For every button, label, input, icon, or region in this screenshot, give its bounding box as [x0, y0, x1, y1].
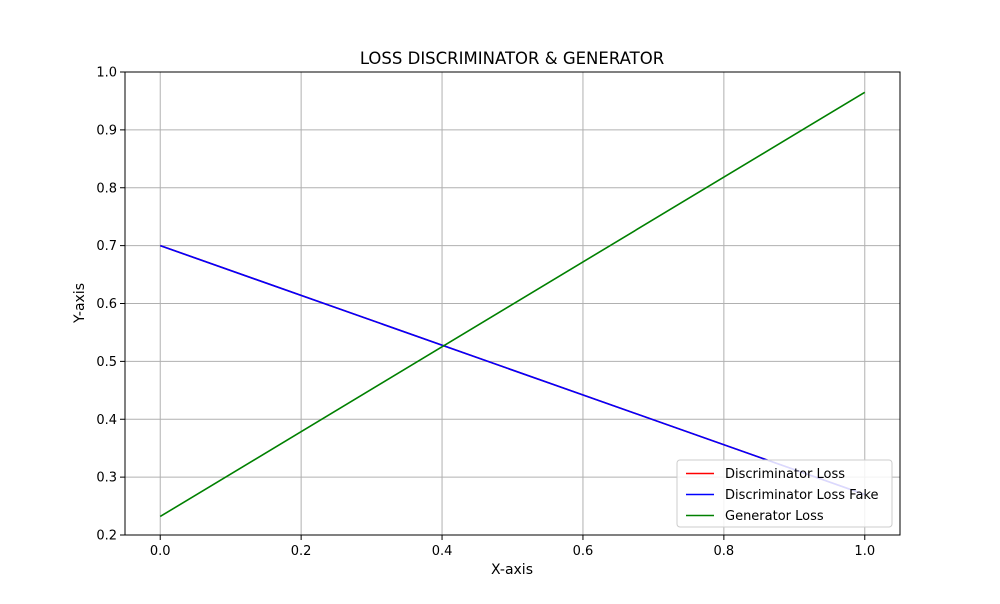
series-line-discriminator-loss-fake	[159, 244, 866, 496]
series-line-generator-loss	[159, 91, 866, 518]
x-axis-label: X-axis	[491, 562, 533, 578]
chart-title: LOSS DISCRIMINATOR & GENERATOR	[360, 49, 664, 68]
y-axis-label: Y-axis	[72, 283, 88, 324]
y-tick-label: 0.2	[96, 529, 117, 544]
legend: Discriminator Loss Discriminator Loss Fak…	[676, 459, 893, 528]
x-tick-label: 1.0	[854, 544, 875, 559]
y-tick-label: 0.9	[96, 123, 117, 138]
legend-label: Generator Loss	[725, 509, 824, 524]
x-tick-label: 0.6	[573, 544, 594, 559]
y-tick-label: 0.5	[96, 355, 117, 370]
y-tick-label: 0.8	[96, 181, 117, 196]
grid	[125, 71, 900, 536]
y-tick-label: 0.7	[96, 239, 117, 254]
legend-label: Discriminator Loss	[725, 467, 845, 482]
x-tick-label: 0.4	[432, 544, 453, 559]
x-tick-label: 0.8	[714, 544, 735, 559]
y-tick-label: 0.4	[96, 413, 117, 428]
y-tick-label: 1.0	[96, 66, 117, 81]
y-tick-label: 0.3	[96, 471, 117, 486]
axis-ticks: 0.0 0.2 0.4 0.6 0.8 1.0 0.2 0.3 0.4 0.5 0.6 0.7 0.8 0…	[96, 66, 875, 560]
x-tick-label: 0.0	[150, 544, 171, 559]
y-tick-label: 0.6	[96, 297, 117, 312]
series-lines	[159, 91, 866, 518]
legend-label: Discriminator Loss Fake	[725, 488, 878, 503]
legend-box	[676, 459, 893, 528]
x-tick-label: 0.2	[291, 544, 312, 559]
